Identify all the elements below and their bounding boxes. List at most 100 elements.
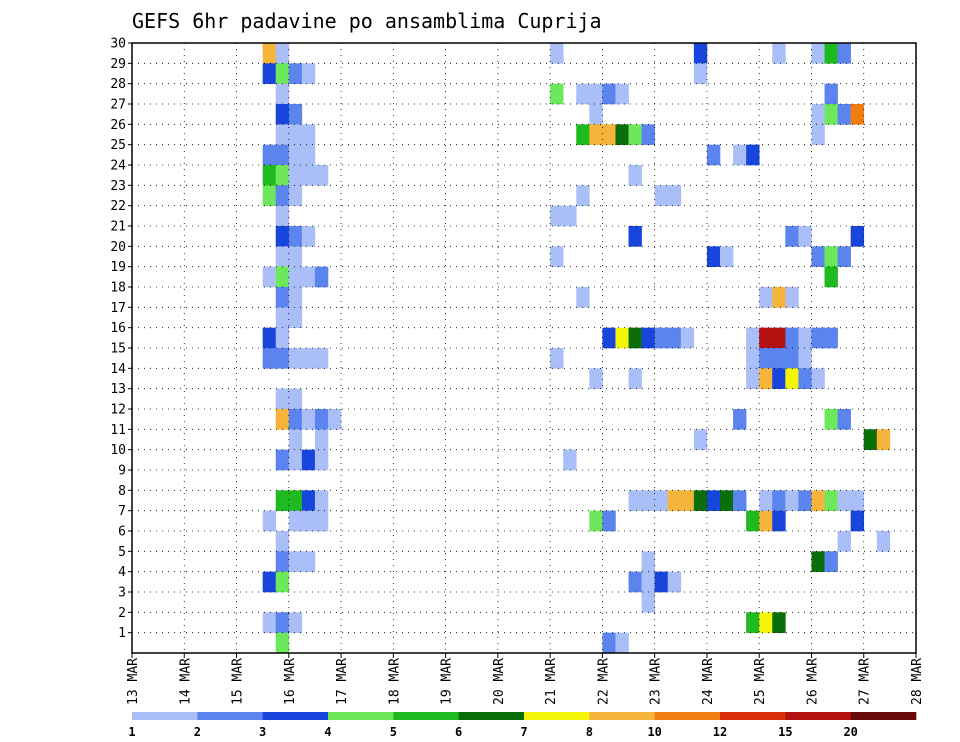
heatmap-cells (262, 43, 891, 654)
heatmap-cell (275, 43, 290, 64)
colorbar-label: 12 (713, 725, 727, 739)
y-tick-label: 17 (110, 301, 126, 316)
heatmap-cell (275, 490, 290, 511)
x-tick-label: 13 MAR (126, 658, 141, 705)
heatmap-cell (288, 124, 303, 145)
x-tick-label: 23 MAR (649, 658, 664, 705)
heatmap-cell (733, 490, 747, 511)
heatmap-cell (262, 327, 277, 349)
y-tick-label: 26 (110, 118, 126, 133)
colorbar-label: 15 (778, 725, 792, 739)
y-tick-label: 7 (118, 504, 126, 519)
heatmap-cell (811, 43, 825, 64)
heatmap-cell (288, 429, 303, 450)
colorbar-label: 3 (259, 725, 266, 739)
heatmap-cell (288, 409, 303, 430)
heatmap-cell (275, 449, 290, 471)
heatmap-cell (563, 449, 577, 471)
x-tick-label: 15 MAR (231, 658, 246, 705)
heatmap-cell (654, 571, 669, 593)
heatmap-cell (262, 266, 277, 288)
heatmap-cell (772, 348, 786, 369)
heatmap-cell (589, 368, 603, 389)
heatmap-cell (667, 327, 682, 349)
heatmap-cell (811, 490, 825, 511)
heatmap-cell (563, 205, 577, 227)
heatmap-cell (615, 327, 629, 349)
heatmap-cell (301, 449, 316, 471)
x-tick-label: 14 MAR (178, 658, 193, 705)
heatmap-cell (706, 246, 721, 267)
heatmap-cell (275, 388, 290, 410)
heatmap-cell (641, 490, 655, 511)
y-tick-label: 27 (110, 98, 126, 113)
heatmap-cell (720, 490, 734, 511)
colorbar-swatch (589, 712, 655, 720)
colorbar-swatch (132, 712, 198, 720)
heatmap-cell (602, 632, 616, 654)
x-tick-label: 25 MAR (753, 658, 768, 705)
colorbar-swatch (524, 712, 590, 720)
heatmap-cell (628, 368, 642, 389)
heatmap-cell (824, 266, 838, 288)
heatmap-cell (288, 246, 303, 267)
heatmap-cell (628, 327, 642, 349)
heatmap-cell (275, 531, 290, 552)
heatmap-cell (262, 571, 277, 593)
heatmap-cell (837, 409, 851, 430)
heatmap-cell (837, 490, 851, 511)
heatmap-cell (785, 287, 799, 308)
y-tick-label: 3 (118, 586, 126, 601)
colorbar-label: 6 (455, 725, 462, 739)
heatmap-cell (876, 531, 891, 552)
heatmap-cell (301, 226, 316, 247)
heatmap-cell (824, 409, 838, 430)
heatmap-cell (288, 510, 303, 532)
colorbar-label: 8 (586, 725, 593, 739)
heatmap-cell (628, 165, 642, 186)
heatmap-cell (863, 429, 878, 450)
x-tick-label: 19 MAR (440, 658, 455, 705)
heatmap-cell (850, 510, 865, 532)
y-tick-label: 18 (110, 281, 126, 296)
heatmap-cell (798, 348, 812, 369)
x-tick-label: 26 MAR (805, 658, 820, 705)
y-tick-label: 24 (110, 159, 126, 174)
heatmap-cell (641, 571, 655, 593)
y-tick-label: 23 (110, 179, 126, 194)
heatmap-cell (550, 205, 564, 227)
colorbar-swatch (328, 712, 394, 720)
y-tick-label: 6 (118, 525, 126, 540)
heatmap-cell (262, 510, 277, 532)
colorbar-swatch (262, 712, 329, 720)
heatmap-cell (798, 368, 812, 389)
heatmap-cell (824, 490, 838, 511)
heatmap-cell (824, 327, 838, 349)
heatmap-cell (654, 490, 669, 511)
heatmap-cell (550, 348, 564, 369)
heatmap-cell (837, 43, 851, 64)
heatmap-cell (641, 124, 655, 145)
heatmap-cell (314, 510, 329, 532)
heatmap-cell (262, 612, 277, 633)
y-tick-label: 12 (110, 403, 126, 418)
heatmap-cell (615, 83, 629, 105)
heatmap-cell (759, 327, 773, 349)
heatmap-cell (602, 327, 616, 349)
heatmap-cell (589, 510, 603, 532)
heatmap-cell (288, 551, 303, 572)
heatmap-cell (759, 490, 773, 511)
colorbar-legend: 1 2 3 4 5 6 7 8 10 12 15 20 (128, 712, 917, 739)
heatmap-cell (576, 185, 590, 206)
heatmap-cell (275, 348, 290, 369)
heatmap-cell (550, 43, 564, 64)
heatmap-cell (314, 348, 329, 369)
heatmap-cell (288, 226, 303, 247)
heatmap-cell (876, 429, 891, 450)
heatmap-cell (275, 266, 290, 288)
heatmap-cell (602, 83, 616, 105)
heatmap-cell (550, 246, 564, 267)
heatmap-cell (288, 266, 303, 288)
y-tick-label: 25 (110, 138, 126, 153)
